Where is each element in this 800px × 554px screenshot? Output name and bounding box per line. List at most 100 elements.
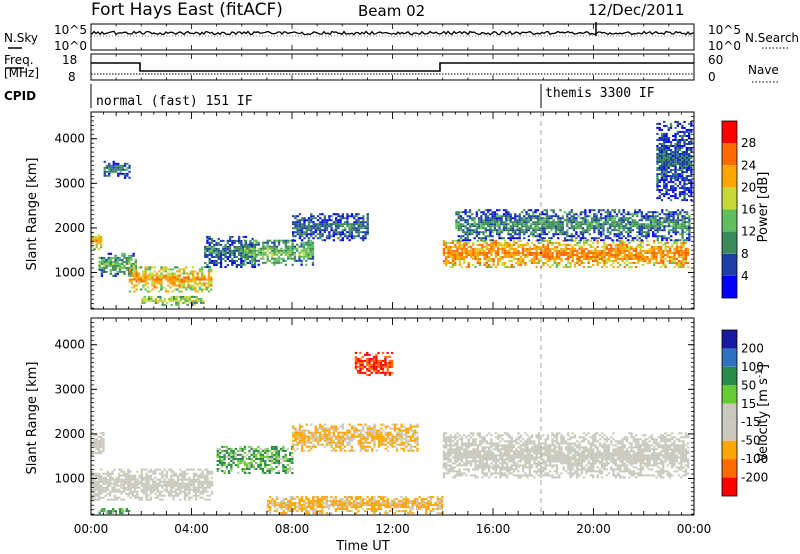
power-cell xyxy=(550,223,553,226)
power-cell xyxy=(238,241,241,244)
power-cell xyxy=(482,223,485,226)
power-cell xyxy=(582,252,586,254)
power-cell xyxy=(483,241,486,244)
power-cell xyxy=(674,189,677,192)
power-cell xyxy=(584,237,587,240)
power-cell xyxy=(103,262,106,265)
power-cell xyxy=(555,258,559,260)
velocity-cell xyxy=(109,492,112,495)
power-cell xyxy=(604,221,607,224)
power-cell xyxy=(284,259,287,262)
velocity-cell xyxy=(199,486,202,489)
power-cell xyxy=(682,239,685,242)
power-cell xyxy=(110,164,113,167)
velocity-cell xyxy=(204,480,207,483)
power-cell xyxy=(480,239,483,242)
power-cell xyxy=(126,168,129,171)
power-cell xyxy=(656,167,659,169)
velocity-cell xyxy=(122,480,125,483)
power-cell xyxy=(353,235,356,238)
velocity-cell xyxy=(176,476,180,479)
power-cell xyxy=(175,303,178,306)
power-cell xyxy=(483,258,486,260)
power-cell xyxy=(160,274,163,277)
velocity-cell xyxy=(259,458,262,460)
velocity-cell xyxy=(95,444,98,447)
power-cell xyxy=(548,223,551,226)
power-cell xyxy=(114,164,118,167)
power-cell xyxy=(625,256,629,258)
velocity-cell xyxy=(237,460,240,462)
power-cell xyxy=(235,260,238,262)
power-cell xyxy=(672,229,675,232)
power-cell xyxy=(228,243,232,246)
power-cell xyxy=(542,252,545,254)
power-cell xyxy=(568,227,571,230)
power-cell xyxy=(312,223,315,226)
power-cell xyxy=(512,241,516,244)
velocity-cell xyxy=(248,468,251,470)
power-cell xyxy=(114,256,117,259)
power-cell xyxy=(219,252,223,254)
power-cell xyxy=(210,278,213,281)
power-cell xyxy=(530,252,534,254)
power-cell xyxy=(663,163,666,165)
velocity-cell xyxy=(93,480,96,483)
power-cell xyxy=(684,252,687,254)
velocity-cell xyxy=(195,472,198,475)
power-cell xyxy=(210,249,214,252)
power-cell xyxy=(301,219,304,222)
power-cell xyxy=(244,259,247,262)
power-cell xyxy=(359,217,363,220)
power-cell xyxy=(183,282,186,285)
power-cell xyxy=(475,215,478,218)
power-cell xyxy=(669,187,673,190)
power-cell xyxy=(536,221,539,224)
power-cell xyxy=(510,247,513,250)
power-cell xyxy=(507,233,510,236)
power-cell xyxy=(97,248,101,251)
power-cell xyxy=(366,233,369,236)
velocity-cell xyxy=(147,486,150,489)
power-cell xyxy=(155,274,159,277)
power-cell xyxy=(666,260,669,262)
power-cell xyxy=(640,213,643,216)
power-cell xyxy=(604,219,607,222)
power-cell xyxy=(637,262,640,264)
power-cell xyxy=(690,155,693,157)
power-cell xyxy=(683,167,686,169)
power-cell xyxy=(600,209,603,212)
power-cell xyxy=(233,252,236,254)
power-cell xyxy=(144,266,147,269)
power-cell xyxy=(171,280,174,283)
power-cell xyxy=(672,195,675,198)
power-cell xyxy=(512,247,516,250)
velocity-cell xyxy=(234,453,237,456)
power-cell xyxy=(499,247,502,250)
power-cell xyxy=(255,259,258,262)
power-cell xyxy=(171,282,174,285)
power-cell xyxy=(498,219,501,222)
power-cell xyxy=(246,251,249,254)
power-cell xyxy=(634,211,637,214)
velocity-cell xyxy=(216,468,219,470)
power-cell xyxy=(255,255,258,258)
power-cell xyxy=(284,251,287,254)
power-cell xyxy=(171,278,174,281)
power-cell xyxy=(570,211,573,214)
power-cell xyxy=(669,189,673,192)
power-cell xyxy=(176,278,179,281)
power-cell xyxy=(562,247,565,250)
velocity-cell xyxy=(223,458,226,460)
power-cell xyxy=(664,243,667,246)
velocity-cell xyxy=(140,482,143,485)
power-cell xyxy=(337,221,340,224)
power-cell xyxy=(688,163,691,165)
power-cell xyxy=(208,243,211,246)
power-cell xyxy=(606,227,610,230)
power-cell xyxy=(688,233,691,236)
power-cell xyxy=(648,252,651,254)
power-cell xyxy=(473,217,476,220)
power-cell xyxy=(623,241,626,244)
velocity-cell xyxy=(250,458,253,460)
